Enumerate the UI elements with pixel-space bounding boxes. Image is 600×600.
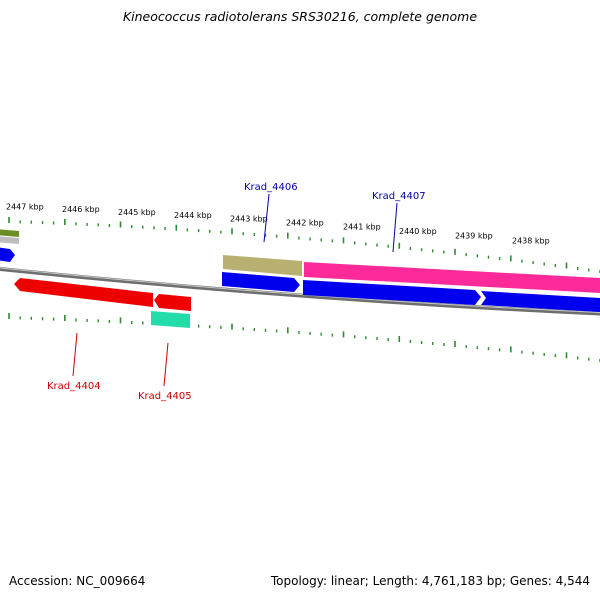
label-krad-4405[interactable]: Krad_4405 bbox=[138, 391, 192, 402]
ruler-labels: 2447 kbp 2446 kbp 2445 kbp 2444 kbp 2443 kbp… bbox=[6, 202, 550, 245]
forward-features bbox=[0, 229, 600, 312]
label-krad-4404[interactable]: Krad_4404 bbox=[47, 381, 101, 392]
ruler-label: 2441 kbp bbox=[343, 223, 381, 232]
genome-backbone bbox=[0, 267, 600, 316]
feature-krad-4405-teal[interactable] bbox=[151, 311, 190, 328]
map-title: Kineococcus radiotolerans SRS30216, comp… bbox=[122, 9, 478, 24]
ruler-label: 2439 kbp bbox=[455, 232, 493, 241]
ruler-label: 2440 kbp bbox=[399, 227, 437, 236]
topology-summary-text: Topology: linear; Length: 4,761,183 bp; … bbox=[270, 574, 590, 588]
ruler-label: 2447 kbp bbox=[6, 202, 44, 211]
cds-krad-4406[interactable] bbox=[222, 272, 300, 292]
ruler-label: 2444 kbp bbox=[174, 211, 212, 220]
cds-krad-4405-red[interactable] bbox=[154, 294, 191, 311]
cds-next-blue[interactable] bbox=[481, 291, 600, 312]
ruler-label: 2443 kbp bbox=[230, 215, 268, 224]
ruler-label: 2438 kbp bbox=[512, 237, 550, 246]
label-krad-4406[interactable]: Krad_4406 bbox=[244, 182, 298, 193]
ruler-label: 2446 kbp bbox=[62, 205, 100, 214]
reverse-features bbox=[14, 278, 191, 328]
cds-left-blue[interactable] bbox=[0, 247, 15, 262]
feature-krad-4407-magenta[interactable] bbox=[304, 262, 600, 293]
cds-krad-4404[interactable] bbox=[14, 278, 153, 307]
ruler-label: 2442 kbp bbox=[286, 219, 324, 228]
leader-krad-4406 bbox=[263, 193, 270, 243]
feature-left-edge-green[interactable] bbox=[0, 229, 19, 237]
cds-krad-4407[interactable] bbox=[303, 280, 481, 305]
label-krad-4407[interactable]: Krad_4407 bbox=[372, 191, 426, 202]
feature-krad-4406-olive[interactable] bbox=[223, 255, 302, 276]
feature-left-edge-grey[interactable] bbox=[0, 236, 19, 244]
leader-krad-4405 bbox=[163, 342, 169, 387]
genome-backbone-highlight bbox=[0, 267, 600, 314]
upper-tick-ring bbox=[8, 217, 600, 273]
leader-krad-4407 bbox=[392, 202, 398, 253]
leader-krad-4404 bbox=[72, 332, 78, 377]
lower-tick-ring bbox=[8, 313, 600, 362]
ruler-label: 2445 kbp bbox=[118, 208, 156, 217]
accession-text: Accession: NC_009664 bbox=[9, 574, 146, 588]
